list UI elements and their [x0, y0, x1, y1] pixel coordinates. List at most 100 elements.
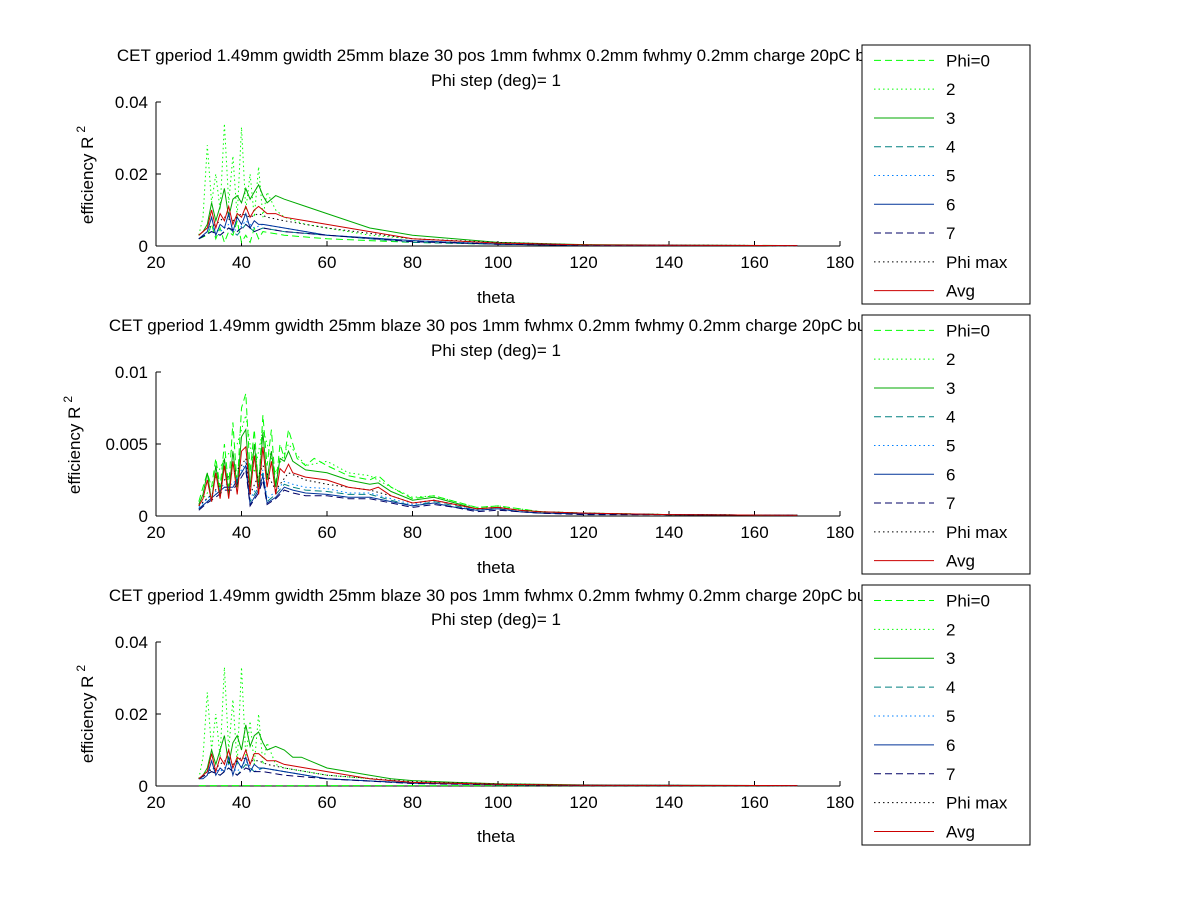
series-line-3	[198, 724, 798, 787]
legend-label: 4	[946, 678, 955, 697]
legend-label: Phi max	[946, 523, 1008, 542]
legend-label: 5	[946, 437, 955, 456]
x-tick-label: 160	[740, 523, 768, 542]
legend-label: 6	[946, 465, 955, 484]
legend-label: 7	[946, 765, 955, 784]
subplot-2-xlabel: theta	[477, 558, 515, 577]
subplot-2: CET gperiod 1.49mm gwidth 25mm blaze 30 …	[61, 316, 991, 577]
x-tick-label: 160	[740, 793, 768, 812]
subplot-1: CET gperiod 1.49mm gwidth 25mm blaze 30 …	[74, 46, 999, 307]
series-line-7	[198, 468, 798, 516]
series-line-7	[198, 767, 798, 787]
legend-label: 3	[946, 109, 955, 128]
x-tick-label: 100	[484, 793, 512, 812]
subplot-1-title: CET gperiod 1.49mm gwidth 25mm blaze 30 …	[117, 46, 999, 65]
legend-label: 3	[946, 649, 955, 668]
x-tick-label: 180	[826, 793, 854, 812]
legend-label: 2	[946, 350, 955, 369]
subplot-3-axes: 20 40 60 80 100 120 140 160 180 0 0.02 0.04	[115, 633, 854, 812]
y-tick-label: 0	[139, 507, 148, 526]
subplot-1-subtitle: Phi step (deg)= 1	[431, 71, 561, 90]
legend-label: Avg	[946, 552, 975, 571]
subplot-3-ylabel: efficiency R2	[74, 665, 97, 764]
y-tick-label: 0.005	[105, 435, 148, 454]
legend-3: Phi=0 2 3 4 5 6 7 Phi max Avg	[861, 584, 1031, 846]
x-tick-label: 80	[403, 793, 422, 812]
y-tick-label: 0.01	[115, 363, 148, 382]
legend-label: 7	[946, 224, 955, 243]
subplot-2-ylabel: efficiency R2	[61, 396, 84, 495]
y-tick-label: 0	[139, 777, 148, 796]
x-tick-label: 100	[484, 253, 512, 272]
x-tick-label: 20	[147, 793, 166, 812]
x-tick-label: 60	[318, 523, 337, 542]
subplot-1-axes: 20 40 60 80 100 120 140 160 180 0 0.02 0.04	[115, 93, 854, 272]
y-tick-label: 0.02	[115, 705, 148, 724]
x-tick-label: 120	[569, 253, 597, 272]
x-tick-label: 60	[318, 793, 337, 812]
subplot-2-subtitle: Phi step (deg)= 1	[431, 341, 561, 360]
legend-label: Phi=0	[946, 321, 990, 340]
series-line-avg	[198, 204, 798, 247]
x-tick-label: 40	[232, 793, 251, 812]
x-tick-label: 80	[403, 523, 422, 542]
legend-label: 2	[946, 620, 955, 639]
x-tick-label: 140	[655, 793, 683, 812]
legend-label: Avg	[946, 823, 975, 842]
x-tick-label: 60	[318, 253, 337, 272]
series-line-2	[198, 415, 798, 516]
legend-label: Phi max	[946, 253, 1008, 272]
legend-box	[861, 584, 1031, 846]
subplot-2-title: CET gperiod 1.49mm gwidth 25mm blaze 30 …	[109, 316, 991, 335]
legend-box	[861, 44, 1031, 305]
legend-label: 6	[946, 195, 955, 214]
series-line-3	[198, 183, 798, 247]
legend-label: 5	[946, 707, 955, 726]
x-tick-label: 20	[147, 523, 166, 542]
legend-label: Phi max	[946, 794, 1008, 813]
legend-label: 6	[946, 736, 955, 755]
subplot-3-subtitle: Phi step (deg)= 1	[431, 610, 561, 629]
x-tick-label: 180	[826, 253, 854, 272]
series-line-5	[198, 220, 798, 247]
legend-label: Avg	[946, 282, 975, 301]
x-tick-label: 40	[232, 253, 251, 272]
subplot-2-axes: 20 40 60 80 100 120 140 160 180 0 0.005 0.01	[105, 363, 854, 542]
y-tick-label: 0.04	[115, 93, 148, 112]
subplot-1-ylabel: efficiency R2	[74, 126, 97, 225]
legend-label: 3	[946, 379, 955, 398]
y-tick-label: 0.04	[115, 633, 148, 652]
x-tick-label: 140	[655, 523, 683, 542]
y-tick-label: 0	[139, 237, 148, 256]
legend-1: Phi=0 2 3 4 5 6 7 Phi max Avg	[861, 44, 1031, 305]
legend-label: 4	[946, 138, 955, 157]
legend-label: 2	[946, 80, 955, 99]
x-tick-label: 40	[232, 523, 251, 542]
x-tick-label: 140	[655, 253, 683, 272]
series-line-6	[198, 211, 798, 247]
x-tick-label: 120	[569, 523, 597, 542]
series-line-avg	[198, 445, 798, 516]
subplot-1-xlabel: theta	[477, 288, 515, 307]
legend-label: 5	[946, 167, 955, 186]
series-line-phi-0	[198, 393, 798, 516]
series-line-7	[198, 223, 798, 247]
x-tick-label: 80	[403, 253, 422, 272]
subplot-3-xlabel: theta	[477, 827, 515, 846]
x-tick-label: 100	[484, 523, 512, 542]
y-tick-label: 0.02	[115, 165, 148, 184]
subplot-3-title: CET gperiod 1.49mm gwidth 25mm blaze 30 …	[109, 586, 991, 605]
x-tick-label: 160	[740, 253, 768, 272]
legend-label: 7	[946, 494, 955, 513]
x-tick-label: 120	[569, 793, 597, 812]
legend-label: 4	[946, 408, 955, 427]
series-line-phi-0	[198, 220, 798, 247]
x-tick-label: 180	[826, 523, 854, 542]
legend-2: Phi=0 2 3 4 5 6 7 Phi max Avg	[861, 314, 1031, 575]
legend-label: Phi=0	[946, 51, 990, 70]
legend-label: Phi=0	[946, 591, 990, 610]
subplot-3: CET gperiod 1.49mm gwidth 25mm blaze 30 …	[74, 586, 991, 846]
series-line-avg	[198, 748, 798, 787]
legend-box	[861, 314, 1031, 575]
